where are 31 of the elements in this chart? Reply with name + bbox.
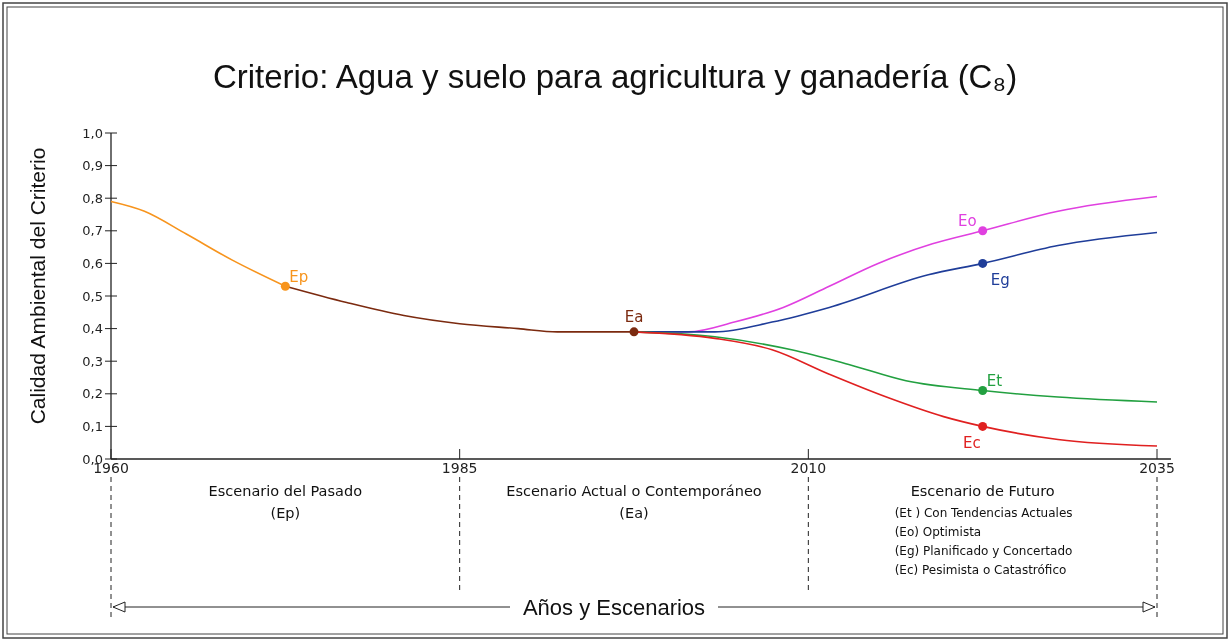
- y-tick-label: 0,1: [82, 418, 103, 434]
- point: [978, 421, 988, 431]
- chart-title: Criterio: Agua y suelo para agricultura y ganadería (C₈): [212, 58, 1018, 95]
- x-tick-label: 2035: [1139, 460, 1175, 476]
- x-tick-label: 2010: [790, 460, 827, 476]
- y-tick-label: 0,8: [82, 190, 103, 206]
- point: [629, 327, 639, 337]
- y-tick-label: 0,6: [82, 255, 103, 271]
- series-label: Eg: [990, 271, 1010, 290]
- series-label: Eo: [958, 211, 977, 230]
- point: [978, 258, 988, 268]
- x-tick-label: 1985: [441, 460, 478, 476]
- y-tick-label: 0,2: [82, 386, 103, 402]
- y-tick-label: 0,9: [82, 158, 103, 174]
- series-label: Et: [986, 371, 1003, 390]
- text: Años y Escenarios: [522, 595, 706, 620]
- series-label: Ec: [962, 434, 981, 453]
- y-tick-label: 0,7: [82, 223, 103, 239]
- series-label: Ep: [289, 268, 309, 287]
- text: Escenario de Futuro (Et ) Con Tendencias Actuales (Eo) Optimista (Eg) Planificado y Concertado (Ec) Pesimista o Catastrófico: [894, 483, 1073, 577]
- text: Escenario Actual o Contemporáneo (Ea): [506, 483, 762, 521]
- point: [280, 281, 290, 291]
- y-axis-title: Calidad Ambiental del Criterio: [26, 147, 49, 425]
- point: [978, 226, 988, 236]
- text: Escenario del Pasado (Ep): [208, 483, 363, 521]
- series-label: Ea: [624, 307, 644, 326]
- point: [978, 386, 988, 396]
- y-tick-label: 0,4: [82, 321, 103, 337]
- y-tick-label: 1,0: [82, 125, 103, 141]
- y-tick-label: 0,5: [82, 288, 103, 304]
- y-tick-label: 0,3: [82, 353, 103, 369]
